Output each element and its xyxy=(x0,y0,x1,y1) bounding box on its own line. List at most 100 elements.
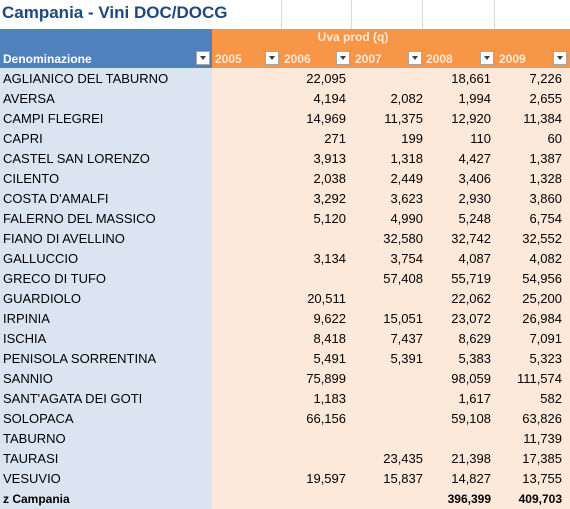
value-cell-2009[interactable]: 409,703 xyxy=(518,492,562,506)
value-cell-2006[interactable]: 14,969 xyxy=(306,111,346,126)
value-cell-2006[interactable]: 271 xyxy=(324,131,346,146)
denominazione-cell[interactable]: SANNIO xyxy=(3,371,53,386)
filter-dropdown-icon[interactable] xyxy=(265,51,279,65)
value-cell-2006[interactable]: 75,899 xyxy=(306,371,346,386)
value-cell-2007[interactable]: 3,623 xyxy=(390,191,423,206)
table-row[interactable]: AGLIANICO DEL TABURNO 22,095 18,661 7,226 xyxy=(0,68,570,88)
value-cell-2009[interactable]: 7,091 xyxy=(529,331,562,346)
table-row[interactable]: SOLOPACA 66,156 59,108 63,826 xyxy=(0,408,570,428)
value-cell-2009[interactable]: 2,655 xyxy=(529,91,562,106)
value-cell-2009[interactable]: 25,200 xyxy=(522,291,562,306)
denominazione-cell[interactable]: AVERSA xyxy=(3,91,55,106)
value-cell-2007[interactable]: 23,435 xyxy=(383,451,423,466)
table-row[interactable]: CASTEL SAN LORENZO 3,913 1,318 4,427 1,387 xyxy=(0,148,570,168)
value-cell-2006[interactable]: 4,194 xyxy=(313,91,346,106)
denominazione-cell[interactable]: GALLUCCIO xyxy=(3,251,79,266)
grand-total-row[interactable]: z Campania 396,399 409,703 xyxy=(0,488,570,508)
value-cell-2009[interactable]: 54,956 xyxy=(522,271,562,286)
denominazione-cell[interactable]: TABURNO xyxy=(3,431,66,446)
denominazione-cell[interactable]: CAPRI xyxy=(3,131,43,146)
value-cell-2008[interactable]: 1,617 xyxy=(458,391,491,406)
grid-cell[interactable] xyxy=(422,0,495,29)
table-row[interactable]: FIANO DI AVELLINO 32,580 32,742 32,552 xyxy=(0,228,570,248)
value-cell-2007[interactable]: 1,318 xyxy=(390,151,423,166)
value-cell-2009[interactable]: 5,323 xyxy=(529,351,562,366)
value-cell-2008[interactable]: 23,072 xyxy=(451,311,491,326)
grand-total-label[interactable]: z Campania xyxy=(3,492,70,506)
denominazione-cell[interactable]: CASTEL SAN LORENZO xyxy=(3,151,150,166)
table-row[interactable]: GRECO DI TUFO 57,408 55,719 54,956 xyxy=(0,268,570,288)
value-cell-2007[interactable]: 15,051 xyxy=(383,311,423,326)
value-cell-2008[interactable]: 5,248 xyxy=(458,211,491,226)
value-cell-2008[interactable]: 21,398 xyxy=(451,451,491,466)
denominazione-cell[interactable]: GRECO DI TUFO xyxy=(3,271,107,286)
value-cell-2008[interactable]: 12,920 xyxy=(451,111,491,126)
value-cell-2008[interactable]: 98,059 xyxy=(451,371,491,386)
value-cell-2008[interactable]: 18,661 xyxy=(451,71,491,86)
value-cell-2008[interactable]: 1,994 xyxy=(458,91,491,106)
value-cell-2006[interactable]: 1,183 xyxy=(313,391,346,406)
table-row[interactable]: ISCHIA 8,418 7,437 8,629 7,091 xyxy=(0,328,570,348)
table-row[interactable]: SANNIO 75,899 98,059 111,574 xyxy=(0,368,570,388)
denominazione-cell[interactable]: SANT'AGATA DEI GOTI xyxy=(3,391,143,406)
table-row[interactable]: GALLUCCIO 3,134 3,754 4,087 4,082 xyxy=(0,248,570,268)
denominazione-cell[interactable]: FIANO DI AVELLINO xyxy=(3,231,125,246)
grid-cell[interactable] xyxy=(281,0,352,29)
table-row[interactable]: CAPRI 271 199 110 60 xyxy=(0,128,570,148)
value-cell-2009[interactable]: 582 xyxy=(540,391,562,406)
denominazione-cell[interactable]: COSTA D'AMALFI xyxy=(3,191,109,206)
value-cell-2008[interactable]: 55,719 xyxy=(451,271,491,286)
value-cell-2008[interactable]: 4,087 xyxy=(458,251,491,266)
denominazione-cell[interactable]: GUARDIOLO xyxy=(3,291,82,306)
value-cell-2007[interactable]: 2,449 xyxy=(390,171,423,186)
table-row[interactable]: CAMPI FLEGREI 14,969 11,375 12,920 11,384 xyxy=(0,108,570,128)
value-cell-2007[interactable]: 7,437 xyxy=(390,331,423,346)
value-cell-2006[interactable]: 8,418 xyxy=(313,331,346,346)
value-cell-2008[interactable]: 3,406 xyxy=(458,171,491,186)
table-row[interactable]: FALERNO DEL MASSICO 5,120 4,990 5,248 6,754 xyxy=(0,208,570,228)
value-cell-2007[interactable]: 2,082 xyxy=(390,91,423,106)
value-cell-2008[interactable]: 110 xyxy=(470,131,491,146)
value-cell-2006[interactable]: 5,491 xyxy=(313,351,346,366)
denominazione-cell[interactable]: AGLIANICO DEL TABURNO xyxy=(3,71,169,86)
table-row[interactable]: COSTA D'AMALFI 3,292 3,623 2,930 3,860 xyxy=(0,188,570,208)
value-cell-2009[interactable]: 3,860 xyxy=(529,191,562,206)
value-cell-2009[interactable]: 4,082 xyxy=(529,251,562,266)
grid-cell[interactable] xyxy=(212,0,282,29)
table-row[interactable]: TABURNO 11,739 xyxy=(0,428,570,448)
value-cell-2006[interactable]: 5,120 xyxy=(313,211,346,226)
value-cell-2008[interactable]: 59,108 xyxy=(451,411,491,426)
value-cell-2008[interactable]: 5,383 xyxy=(458,351,491,366)
value-cell-2009[interactable]: 60 xyxy=(547,131,562,146)
table-row[interactable]: IRPINIA 9,622 15,051 23,072 26,984 xyxy=(0,308,570,328)
value-cell-2006[interactable]: 3,913 xyxy=(313,151,346,166)
value-cell-2006[interactable]: 22,095 xyxy=(306,71,346,86)
value-cell-2006[interactable]: 66,156 xyxy=(306,411,346,426)
value-cell-2007[interactable]: 15,837 xyxy=(383,471,423,486)
filter-dropdown-icon[interactable] xyxy=(196,51,210,65)
value-cell-2009[interactable]: 11,384 xyxy=(523,111,562,126)
value-cell-2006[interactable]: 19,597 xyxy=(306,471,346,486)
denominazione-cell[interactable]: SOLOPACA xyxy=(3,411,74,426)
value-cell-2009[interactable]: 11,739 xyxy=(523,431,562,446)
filter-dropdown-icon[interactable] xyxy=(480,51,494,65)
value-cell-2009[interactable]: 111,574 xyxy=(516,371,562,386)
table-row[interactable]: CILENTO 2,038 2,449 3,406 1,328 xyxy=(0,168,570,188)
value-cell-2007[interactable]: 199 xyxy=(401,131,423,146)
value-cell-2008[interactable]: 2,930 xyxy=(458,191,491,206)
value-cell-2007[interactable]: 3,754 xyxy=(390,251,423,266)
table-row[interactable]: SANT'AGATA DEI GOTI 1,183 1,617 582 xyxy=(0,388,570,408)
value-cell-2009[interactable]: 13,755 xyxy=(522,471,562,486)
value-cell-2008[interactable]: 22,062 xyxy=(451,291,491,306)
table-row[interactable]: VESUVIO 19,597 15,837 14,827 13,755 xyxy=(0,468,570,488)
value-cell-2006[interactable]: 2,038 xyxy=(313,171,346,186)
value-cell-2007[interactable]: 11,375 xyxy=(384,111,423,126)
value-cell-2009[interactable]: 17,385 xyxy=(522,451,562,466)
denominazione-cell[interactable]: FALERNO DEL MASSICO xyxy=(3,211,156,226)
value-cell-2008[interactable]: 396,399 xyxy=(447,492,491,506)
denominazione-cell[interactable]: ISCHIA xyxy=(3,331,47,346)
table-row[interactable]: PENISOLA SORRENTINA 5,491 5,391 5,383 5,323 xyxy=(0,348,570,368)
filter-dropdown-icon[interactable] xyxy=(408,51,422,65)
value-cell-2009[interactable]: 6,754 xyxy=(529,211,562,226)
value-cell-2009[interactable]: 26,984 xyxy=(522,311,562,326)
